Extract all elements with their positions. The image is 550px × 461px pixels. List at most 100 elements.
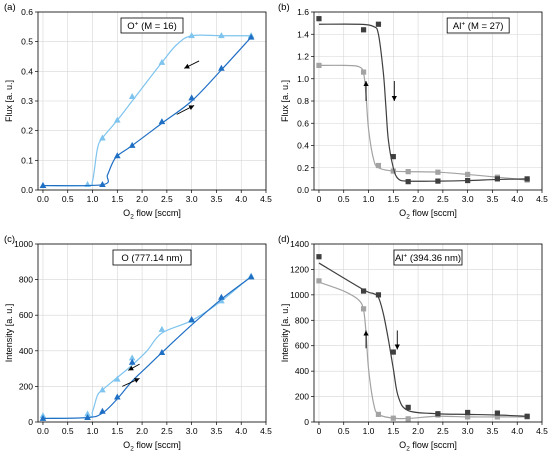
direction-arrow-head [363, 80, 369, 86]
x-tick-label: 0.0 [37, 426, 49, 436]
y-axis-title: Flux [a. u.] [280, 80, 290, 122]
x-tick-label: 2.5 [437, 194, 449, 204]
data-point [375, 21, 382, 27]
data-point [360, 69, 367, 75]
data-point [128, 358, 136, 365]
data-point [218, 293, 225, 300]
data-point [114, 375, 121, 382]
plot-frame [37, 11, 267, 191]
plot-frame [313, 243, 543, 423]
data-point [390, 349, 396, 355]
series-group [39, 32, 255, 188]
y-tick-label: 1000 [290, 290, 309, 300]
data-point [494, 176, 500, 182]
data-point [247, 273, 255, 280]
x-axis-title: O2 flow [sccm] [123, 440, 181, 453]
y-tick-label: 600 [295, 341, 309, 351]
data-point [524, 413, 530, 419]
data-point [360, 306, 367, 312]
y-axis-title: Intensity [a. u.] [280, 304, 290, 363]
data-point [405, 179, 411, 185]
x-tick-label: 3.5 [487, 194, 499, 204]
x-tick-label: 4.0 [511, 426, 523, 436]
data-point [128, 141, 136, 148]
data-point [316, 62, 322, 68]
x-tick-label: 2.5 [437, 426, 449, 436]
series-group [39, 272, 255, 421]
x-tick-label: 4.0 [235, 194, 247, 204]
plot-frame [37, 243, 267, 423]
data-point [360, 288, 367, 294]
data-point [99, 134, 106, 141]
x-tick-label: 0 [317, 426, 322, 436]
data-point [188, 316, 195, 323]
legend-label: Al+ (394.36 nm) [395, 253, 461, 265]
series-line-2 [318, 262, 528, 417]
x-tick-label: 1.0 [87, 426, 99, 436]
y-tick-label: 0 [304, 417, 309, 427]
x-tick-label: 4.5 [260, 426, 272, 436]
data-point [188, 32, 195, 39]
y-axis-title: Intensity [a. u.] [4, 304, 14, 363]
direction-arrow-head [128, 365, 134, 371]
data-point [494, 414, 500, 420]
x-axis-title: O2 flow [sccm] [399, 440, 457, 453]
data-point [465, 414, 471, 420]
data-point [158, 348, 166, 355]
x-tick-label: 1.5 [111, 194, 123, 204]
x-tick-label: 0.5 [338, 194, 350, 204]
data-point [465, 177, 471, 184]
x-tick-label: 0.0 [37, 194, 49, 204]
data-point [128, 92, 136, 99]
data-point [375, 162, 382, 169]
y-tick-label: 0.1 [21, 155, 33, 165]
data-point [435, 169, 441, 175]
data-point [218, 297, 225, 304]
legend-box [393, 249, 463, 266]
data-point [316, 254, 322, 260]
data-point [99, 181, 106, 188]
x-tick-label: 4.5 [536, 426, 548, 436]
x-axis-title: O2 flow [sccm] [399, 208, 457, 221]
x-tick-label: 1.5 [387, 194, 399, 204]
legend-label: O (777.14 nm) [121, 253, 182, 264]
y-tick-label: 0.3 [21, 96, 33, 106]
data-point [84, 181, 91, 188]
direction-arrow-head [394, 344, 400, 350]
data-point [316, 16, 322, 22]
y-tick-label: 800 [295, 315, 309, 325]
data-point [128, 354, 136, 361]
series-group [316, 254, 530, 422]
y-tick-label: 0.6 [297, 118, 309, 128]
series-line-1 [318, 281, 528, 420]
x-tick-label: 1.0 [363, 426, 375, 436]
data-point [114, 152, 121, 159]
y-tick-label: 1200 [290, 264, 309, 274]
direction-arrow-head [188, 105, 195, 111]
series-line-2 [318, 23, 528, 182]
data-point [158, 118, 166, 125]
data-point [99, 386, 106, 393]
data-point [39, 414, 47, 421]
direction-arrow-head [391, 96, 397, 101]
y-tick-label: 1.6 [297, 7, 309, 17]
panel-label: (c) [4, 234, 15, 245]
x-tick-label: 3.0 [186, 426, 198, 436]
data-point [390, 168, 396, 174]
x-tick-label: 1.0 [87, 194, 99, 204]
panel-label: (b) [278, 2, 290, 13]
data-point [84, 410, 91, 417]
y-tick-label: 0 [28, 417, 33, 427]
chart-panel-d: (d) 0 0.5 1.0 1.5 2.0 2.5 3.0 3.5 4.0 4.5 0 200 400 60… [278, 234, 548, 453]
data-point [494, 410, 500, 416]
x-tick-label: 0.5 [338, 426, 350, 436]
x-tick-label: 0.5 [62, 194, 74, 204]
x-tick-label: 3.0 [462, 194, 474, 204]
legend-label: O+ (M = 16) [127, 21, 176, 33]
x-tick-label: 3.0 [186, 194, 198, 204]
data-point [465, 171, 471, 178]
y-tick-label: 400 [295, 366, 309, 376]
y-tick-label: 1.0 [297, 74, 309, 84]
y-tick-label: 0.4 [297, 141, 309, 151]
